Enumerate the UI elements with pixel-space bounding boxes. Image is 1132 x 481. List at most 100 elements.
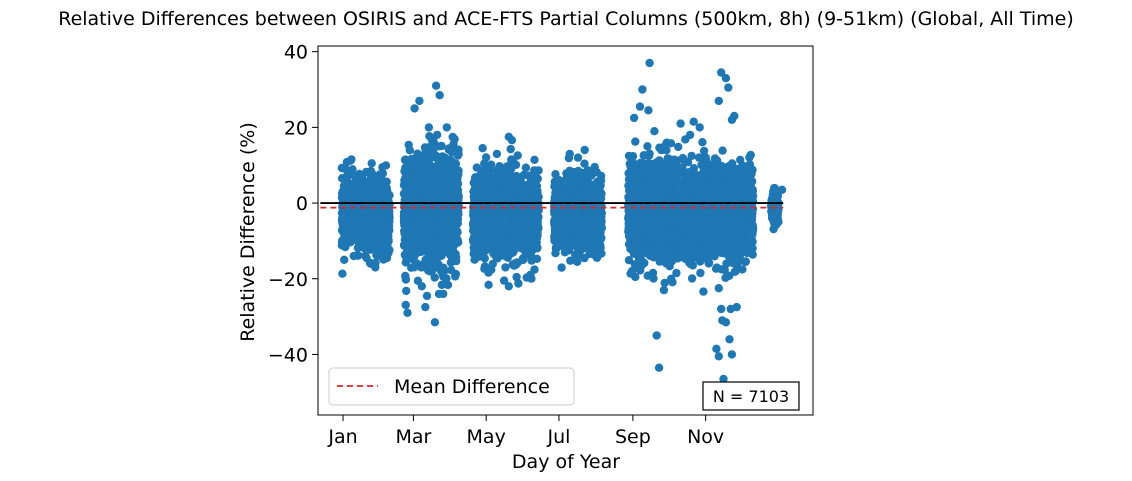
data-point [402, 286, 411, 296]
data-point [337, 226, 347, 235]
data-point [434, 159, 443, 168]
data-point [340, 185, 349, 194]
data-point [428, 265, 437, 274]
data-point [517, 215, 526, 224]
data-point [358, 236, 367, 246]
data-point [569, 216, 578, 226]
data-point [357, 192, 366, 201]
data-point [447, 265, 456, 275]
data-point [491, 192, 501, 201]
data-point [438, 229, 447, 238]
data-point [501, 263, 510, 272]
data-point [436, 266, 446, 276]
data-point [362, 229, 371, 238]
data-point [383, 244, 392, 253]
data-point [508, 235, 517, 244]
data-point [401, 275, 411, 284]
data-point [425, 132, 434, 141]
data-point [502, 185, 511, 194]
data-point [450, 172, 460, 181]
data-point [586, 191, 595, 200]
chart-title: Relative Differences between OSIRIS and … [58, 8, 1074, 30]
data-point [487, 184, 497, 193]
data-point [367, 173, 376, 182]
data-point [429, 144, 438, 154]
data-point [414, 240, 423, 250]
data-point [401, 213, 410, 222]
data-point [566, 256, 575, 265]
data-point [378, 163, 387, 172]
data-point [453, 190, 462, 199]
data-points [337, 58, 787, 401]
data-point [496, 207, 505, 217]
data-point [524, 171, 534, 180]
data-point [376, 181, 385, 190]
data-point [479, 240, 488, 249]
data-point [437, 280, 447, 290]
data-point [417, 184, 427, 193]
data-point [576, 222, 585, 232]
plot-area [320, 58, 787, 401]
data-point [597, 223, 607, 233]
data-point [443, 247, 452, 256]
data-point [404, 140, 413, 150]
data-point [554, 242, 563, 251]
data-point [449, 212, 458, 221]
data-point [430, 152, 439, 161]
data-point [553, 232, 563, 241]
data-point [425, 180, 434, 190]
data-point [528, 228, 538, 237]
data-point [470, 255, 479, 264]
data-point [481, 189, 490, 198]
data-point [441, 238, 450, 247]
data-point [426, 211, 435, 220]
data-point [575, 237, 584, 247]
data-point [379, 254, 388, 264]
data-point [439, 154, 448, 163]
data-point [450, 134, 459, 144]
data-point [480, 254, 489, 263]
data-point [494, 222, 504, 232]
data-point [413, 155, 422, 165]
data-point [413, 248, 422, 257]
data-point [514, 279, 523, 288]
data-point [492, 166, 502, 175]
data-point [491, 241, 500, 251]
data-point [481, 173, 491, 182]
data-point [421, 263, 430, 272]
data-point [551, 170, 560, 179]
data-point [589, 180, 599, 189]
data-point [419, 221, 428, 230]
data-point [449, 218, 458, 227]
data-point [433, 249, 442, 259]
data-point [428, 174, 438, 183]
data-point [426, 217, 435, 227]
data-point [365, 189, 374, 198]
data-point [584, 172, 594, 181]
data-point [414, 165, 424, 174]
data-point [367, 216, 376, 225]
data-point [381, 186, 390, 195]
data-point [345, 190, 355, 199]
data-point [403, 187, 412, 196]
data-point [446, 203, 455, 212]
data-point [490, 175, 499, 184]
data-point [508, 179, 518, 189]
data-point [375, 219, 385, 229]
data-point [375, 207, 384, 217]
data-point [451, 272, 460, 281]
data-point [501, 246, 510, 255]
data-point [666, 139, 676, 148]
data-point [401, 194, 410, 203]
data-point [580, 145, 589, 155]
data-point [518, 255, 528, 265]
data-point [566, 167, 575, 176]
data-point [443, 192, 452, 201]
data-point [492, 214, 502, 224]
data-point [423, 152, 432, 162]
data-point [596, 171, 606, 181]
data-point [510, 261, 519, 270]
data-point [588, 217, 597, 227]
data-point [345, 219, 354, 228]
